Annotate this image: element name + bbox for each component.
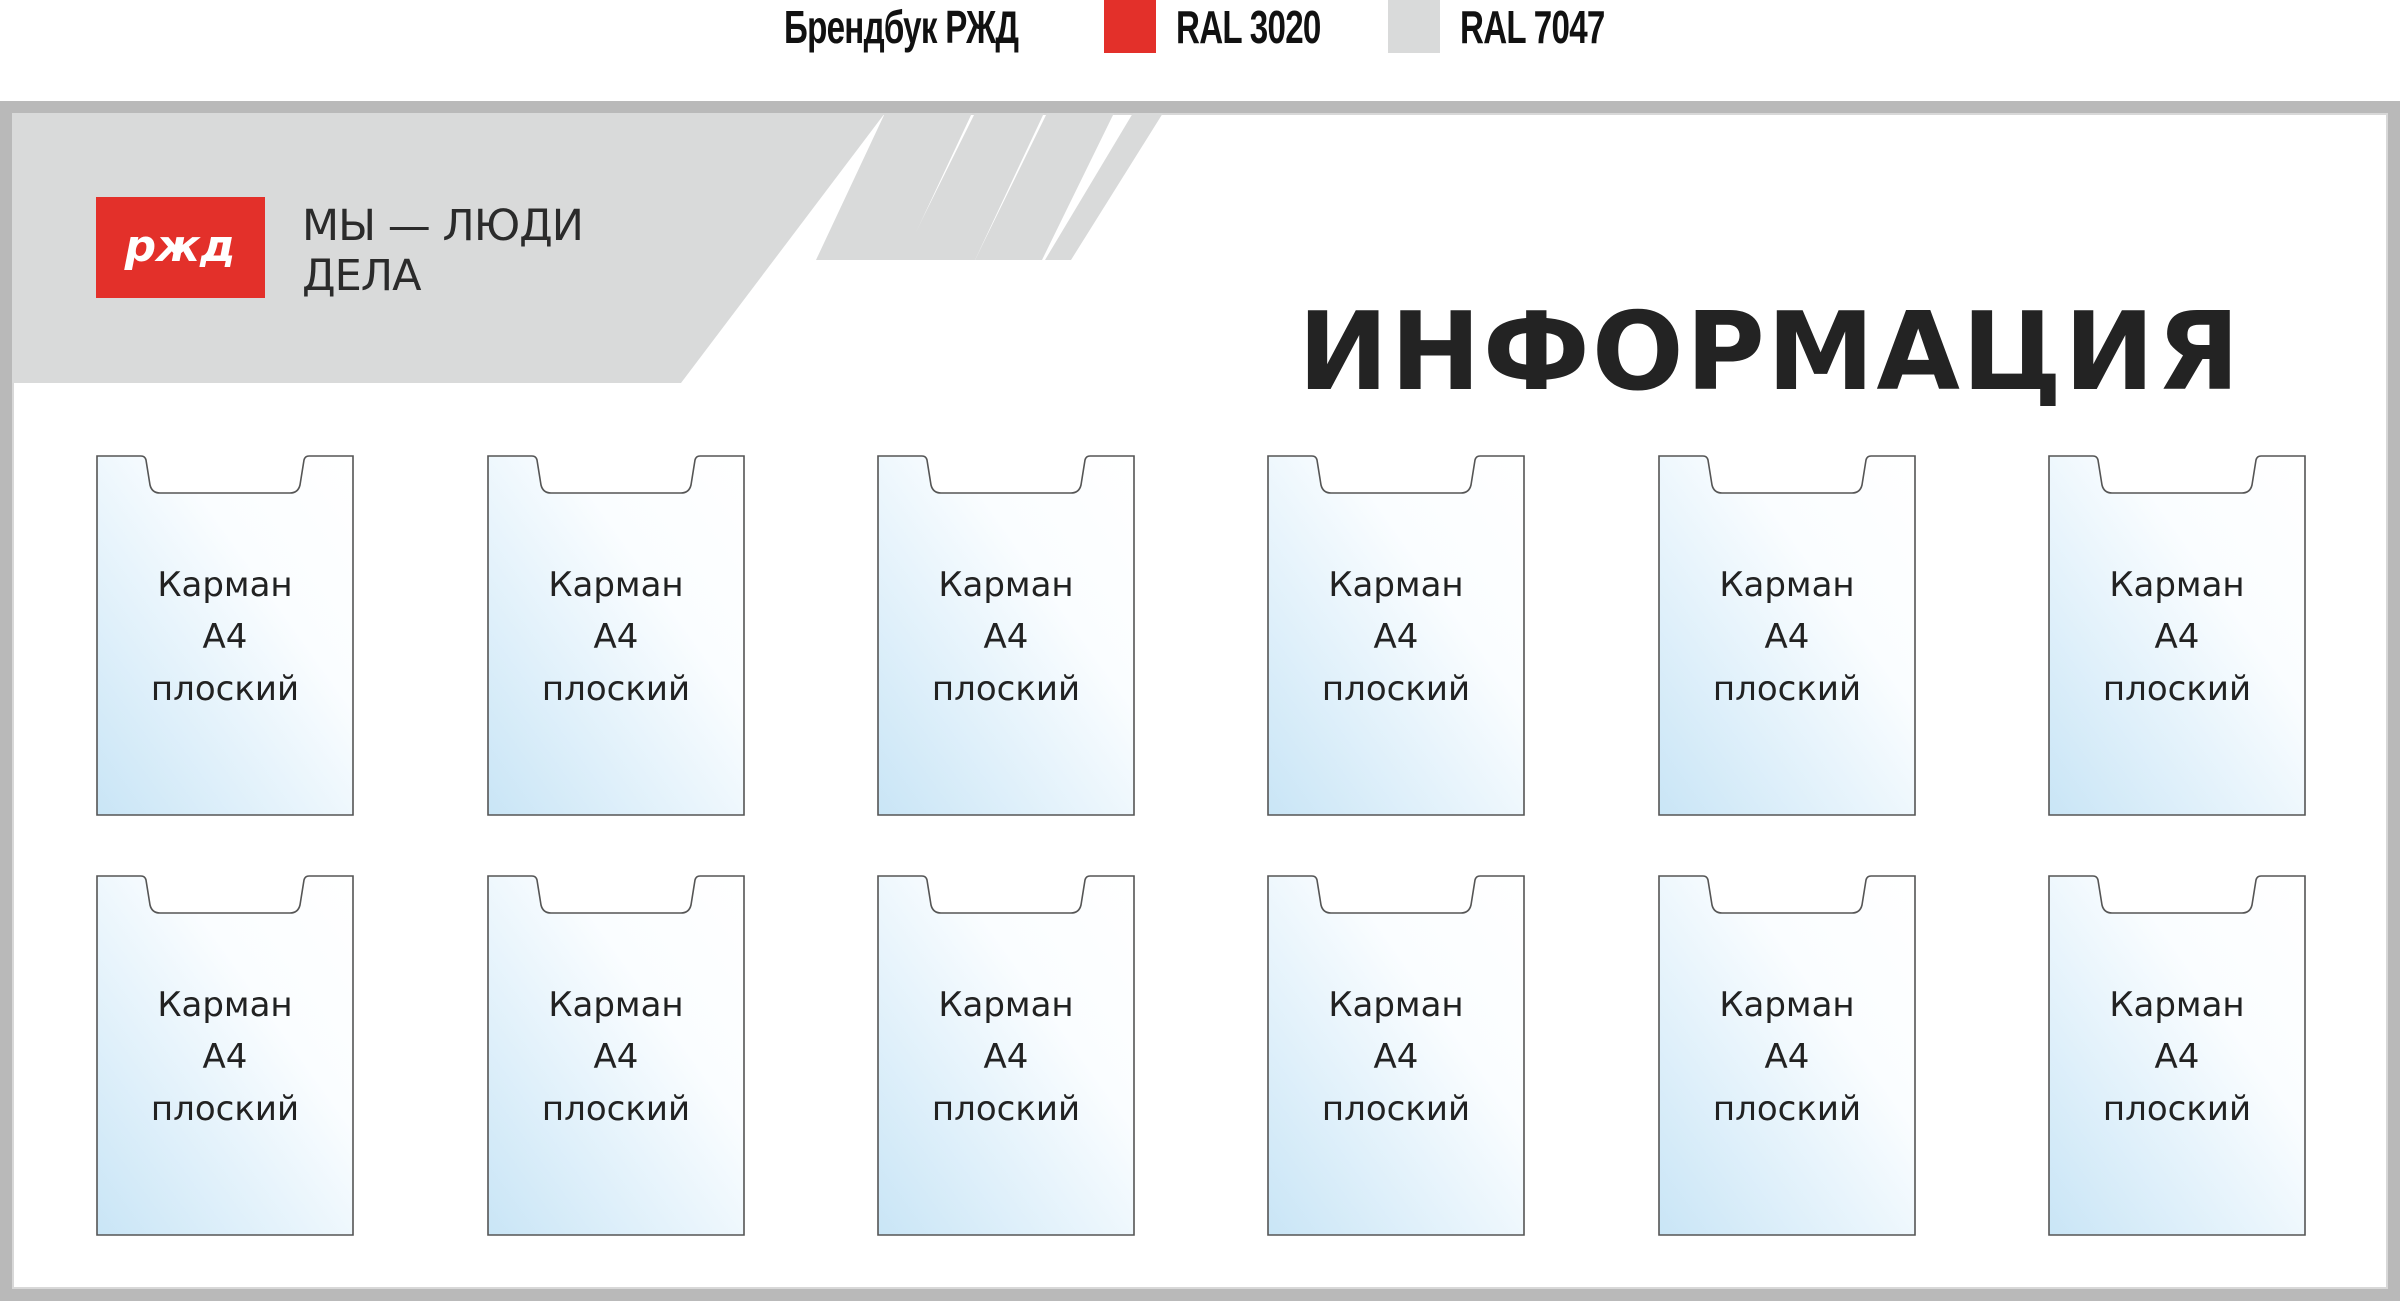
pocket-label-line3: плоский	[1321, 1089, 1471, 1129]
pocket-label-line3: плоский	[2102, 1089, 2252, 1129]
pocket-outline	[877, 875, 1135, 1236]
pocket-label-line2: А4	[1373, 617, 1419, 657]
pocket-label-line1: Карман	[548, 565, 684, 605]
pocket-label-line2: А4	[202, 1037, 248, 1077]
brandbook-label: Брендбук РЖД	[784, 1, 1019, 53]
pocket-label-line2: А4	[1764, 617, 1810, 657]
gray-band	[12, 113, 885, 383]
pocket-label-line1: Карман	[1328, 985, 1464, 1025]
a4-pocket: Карман А4 плоский	[1658, 875, 1916, 1236]
page-title: ИНФОРМАЦИЯ	[1298, 290, 2242, 415]
ral-7047-label: RAL 7047	[1460, 1, 1605, 53]
pocket-label-line3: плоский	[1321, 669, 1471, 709]
slogan-line-1: МЫ — ЛЮДИ	[302, 201, 584, 251]
pocket-outline	[1658, 875, 1916, 1236]
a4-pocket: Карман А4 плоский	[487, 875, 745, 1236]
pocket-outline	[487, 455, 745, 816]
pocket-label-line3: плоский	[150, 1089, 300, 1129]
pocket-label-line3: плоский	[931, 669, 1081, 709]
a4-pocket: Карман А4 плоский	[1658, 455, 1916, 816]
slogan-line-2: ДЕЛА	[302, 251, 422, 301]
pocket-outline	[487, 875, 745, 1236]
logo-lettering: ржд	[124, 221, 236, 272]
pocket-outline	[96, 455, 354, 816]
rzd-logo: ржд	[96, 197, 265, 298]
pocket-label-line3: плоский	[931, 1089, 1081, 1129]
pocket-outline	[96, 875, 354, 1236]
ral-3020-label: RAL 3020	[1176, 1, 1321, 53]
pocket-label-line3: плоский	[150, 669, 300, 709]
header-band-decoration	[12, 113, 1163, 383]
stripe	[1045, 113, 1163, 260]
a4-pocket: Карман А4 плоский	[96, 875, 354, 1236]
pocket-label-line3: плоский	[1712, 669, 1862, 709]
pocket-outline	[877, 455, 1135, 816]
a4-pocket: Карман А4 плоский	[1267, 455, 1525, 816]
pocket-label-line2: А4	[593, 617, 639, 657]
pocket-label-line1: Карман	[938, 985, 1074, 1025]
pocket-label-line2: А4	[983, 617, 1029, 657]
pocket-label-line2: А4	[593, 1037, 639, 1077]
pocket-label-line3: плоский	[541, 669, 691, 709]
pocket-outline	[1658, 455, 1916, 816]
pocket-outline	[1267, 875, 1525, 1236]
pocket-label-line1: Карман	[157, 565, 293, 605]
a4-pocket: Карман А4 плоский	[1267, 875, 1525, 1236]
a4-pocket: Карман А4 плоский	[487, 455, 745, 816]
a4-pocket: Карман А4 плоский	[2048, 455, 2306, 816]
pocket-label-line1: Карман	[1328, 565, 1464, 605]
slogan: МЫ — ЛЮДИ ДЕЛА	[302, 201, 584, 301]
stripe	[816, 113, 972, 260]
pocket-outline	[2048, 875, 2306, 1236]
info-board: ржд МЫ — ЛЮДИ ДЕЛА ИНФОРМАЦИЯ Карман А4 пл…	[0, 101, 2400, 1301]
a4-pocket: Карман А4 плоский	[2048, 875, 2306, 1236]
pocket-label-line1: Карман	[2109, 565, 2245, 605]
stripe	[975, 113, 1114, 260]
pocket-label-line2: А4	[983, 1037, 1029, 1077]
pocket-label-line3: плоский	[2102, 669, 2252, 709]
pocket-label-line1: Карман	[1719, 565, 1855, 605]
pocket-label-line2: А4	[2154, 1037, 2200, 1077]
pocket-label-line2: А4	[202, 617, 248, 657]
a4-pocket: Карман А4 плоский	[877, 455, 1135, 816]
stripe	[902, 113, 1044, 260]
pocket-label-line1: Карман	[2109, 985, 2245, 1025]
a4-pocket: Карман А4 плоский	[877, 875, 1135, 1236]
pocket-outline	[1267, 455, 1525, 816]
pocket-label-line1: Карман	[157, 985, 293, 1025]
pocket-outline	[2048, 455, 2306, 816]
pocket-label-line3: плоский	[1712, 1089, 1862, 1129]
a4-pocket: Карман А4 плоский	[96, 455, 354, 816]
pocket-label-line2: А4	[2154, 617, 2200, 657]
pocket-label-line3: плоский	[541, 1089, 691, 1129]
ral-3020-swatch	[1104, 0, 1156, 53]
pocket-label-line2: А4	[1373, 1037, 1419, 1077]
pocket-label-line1: Карман	[548, 985, 684, 1025]
pocket-label-line2: А4	[1764, 1037, 1810, 1077]
pocket-label-line1: Карман	[1719, 985, 1855, 1025]
ral-7047-swatch	[1388, 0, 1440, 53]
pocket-label-line1: Карман	[938, 565, 1074, 605]
